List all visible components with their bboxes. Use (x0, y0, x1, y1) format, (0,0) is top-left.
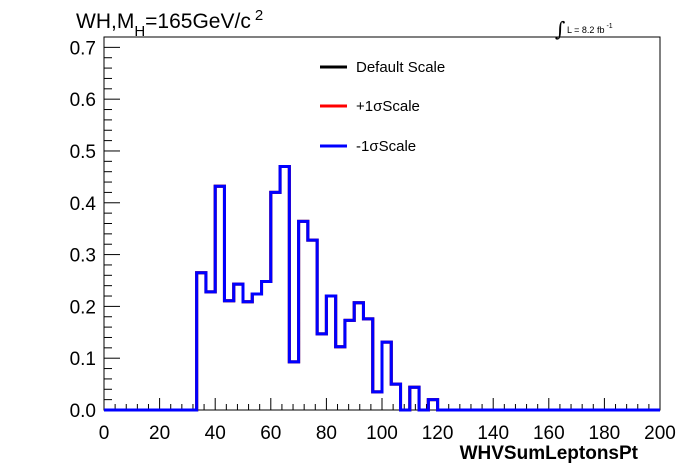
title-main: WH,M (76, 10, 134, 33)
x-axis: 0 20 40 60 80 100 120 140 160 180 200 (99, 398, 676, 444)
x-tick-label: 60 (260, 423, 281, 444)
legend: Default Scale +1σScale -1σScale (320, 59, 445, 155)
x-tick-label: 40 (205, 423, 226, 444)
chart-title: WH,MH=165GeV/c 2 (76, 7, 263, 40)
y-tick-label: 0.3 (70, 246, 96, 267)
x-tick-label: 180 (589, 423, 621, 444)
integral-symbol: ∫ (555, 17, 565, 41)
y-tick-label: 0.7 (70, 38, 96, 59)
y-tick-label: 0.0 (70, 401, 96, 422)
title-superscript: 2 (255, 7, 263, 24)
x-tick-label: 0 (99, 423, 110, 444)
lumi-text: L = 8.2 fb (567, 25, 604, 35)
x-tick-label: 100 (366, 423, 398, 444)
y-tick-label: 0.1 (70, 349, 96, 370)
lumi-superscript: -1 (606, 23, 612, 30)
x-tick-label: 140 (477, 423, 509, 444)
luminosity-label: L = 8.2 fb -1 (567, 23, 613, 35)
x-tick-label: 120 (422, 423, 454, 444)
y-tick-label: 0.5 (70, 142, 96, 163)
legend-label: Default Scale (356, 59, 445, 76)
y-tick-label: 0.2 (70, 297, 96, 318)
title-rest: =165GeV/c (145, 10, 251, 33)
y-axis: 0.0 0.1 0.2 0.3 0.4 0.5 0.6 0.7 (70, 38, 120, 422)
title-subscript: H (134, 23, 145, 40)
y-tick-label: 0.6 (70, 90, 96, 111)
series-line (104, 165, 660, 412)
x-tick-label: 200 (644, 423, 676, 444)
x-axis-title: WHVSumLeptonsPt (460, 443, 639, 464)
x-tick-label: 80 (316, 423, 337, 444)
y-tick-label: 0.4 (70, 194, 97, 215)
legend-label: -1σScale (356, 138, 416, 155)
legend-label: +1σScale (356, 98, 420, 115)
series-layer (104, 165, 660, 412)
x-tick-label: 160 (533, 423, 565, 444)
x-tick-label: 20 (149, 423, 170, 444)
